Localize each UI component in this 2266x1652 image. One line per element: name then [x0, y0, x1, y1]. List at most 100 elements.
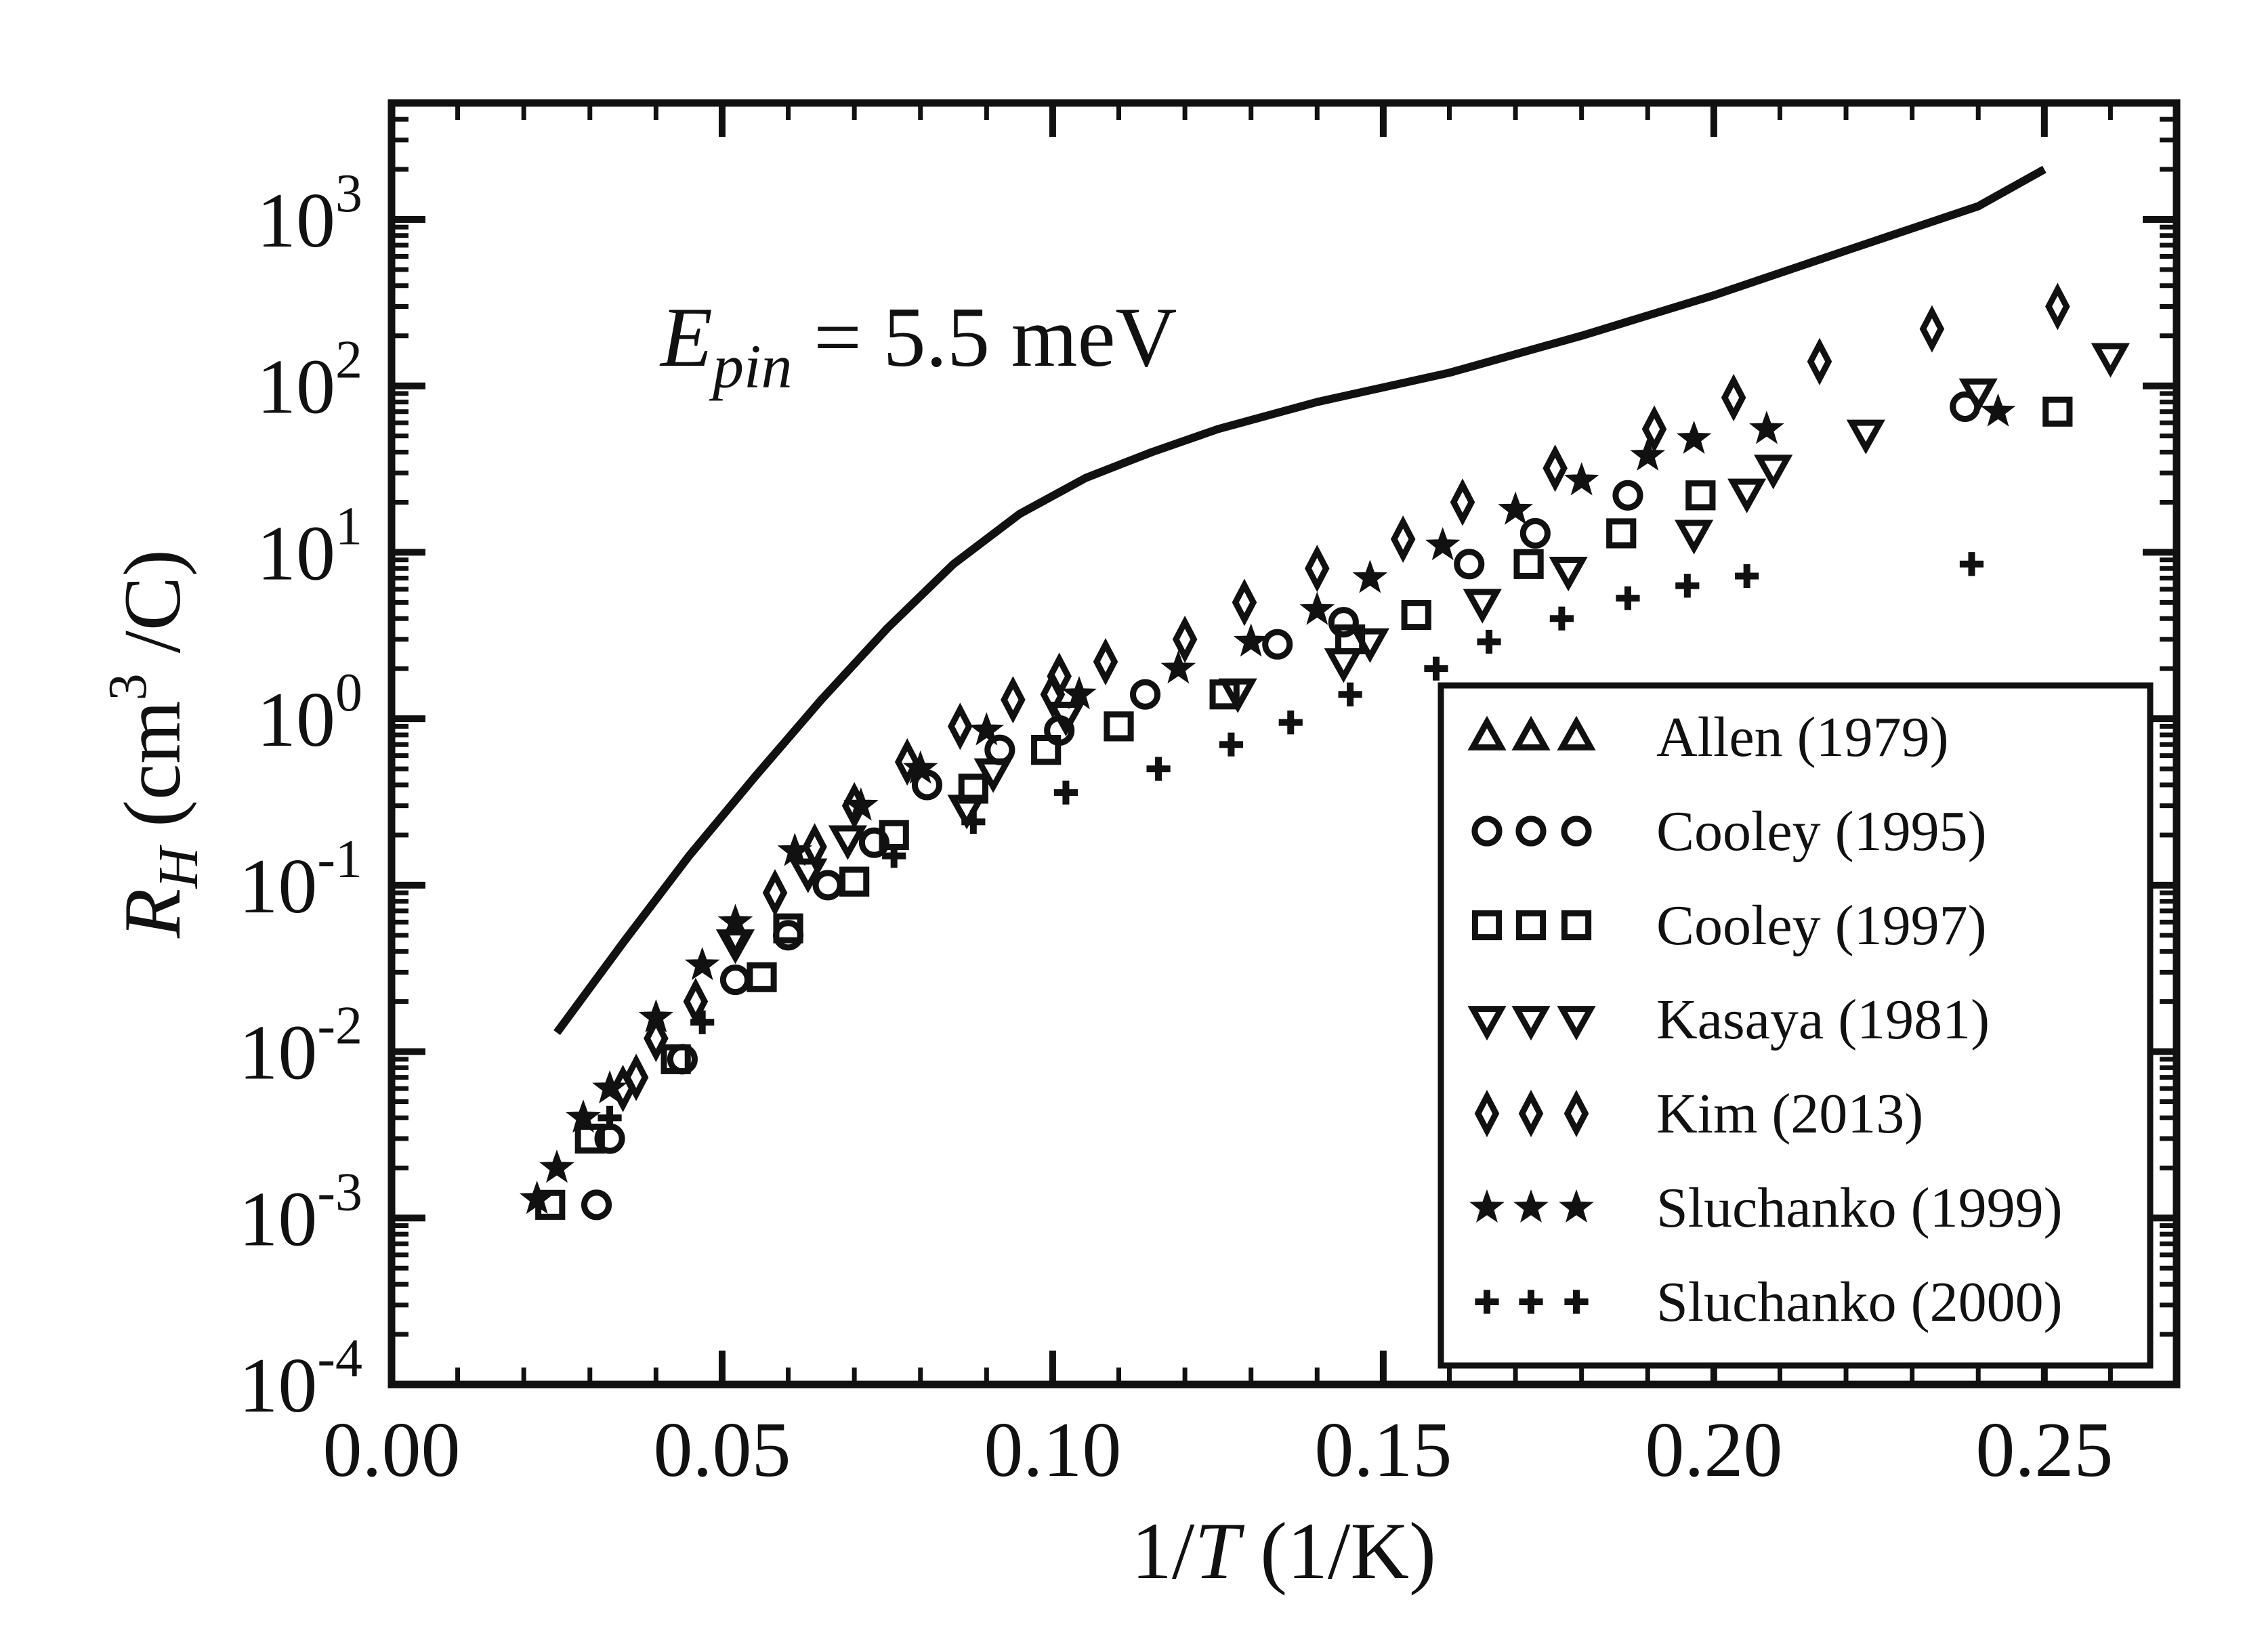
data-point-circle — [1519, 517, 1551, 549]
legend-marker-circle — [1561, 816, 1592, 847]
model-annotation: Epin = 5.5 meV — [659, 291, 1177, 401]
data-point-square — [660, 1044, 691, 1074]
data-point-diamond — [948, 702, 973, 750]
y-tick-label: 10-1 — [238, 830, 362, 930]
legend-label: Cooley (1995) — [1656, 800, 1987, 863]
data-point-star — [969, 712, 1005, 746]
legend-label: Cooley (1997) — [1656, 894, 1987, 957]
data-point-plus — [1477, 629, 1501, 654]
data-point-star — [1498, 491, 1533, 525]
legend-label: Sluchanko (1999) — [1656, 1177, 2063, 1240]
data-point-diamond — [644, 1015, 669, 1063]
y-tick-base: 10 — [257, 677, 335, 763]
y-tick-exponent: -2 — [317, 996, 362, 1056]
data-point-star — [717, 904, 753, 937]
y-tick-label: 10-2 — [238, 996, 362, 1097]
data-point-diamond — [1721, 374, 1746, 422]
legend-marker-plus — [1475, 1290, 1499, 1314]
data-point-triangle-down — [1549, 557, 1588, 592]
data-point-diamond — [1543, 444, 1568, 492]
data-point-triangle-down — [973, 758, 1013, 793]
data-point-star — [519, 1181, 555, 1214]
data-point-circle — [858, 827, 889, 858]
x-axis-title-num: 1/ — [1131, 1506, 1195, 1596]
legend: Allen (1979) Cooley (1995) Cooley (1997) Ka… — [1438, 682, 2154, 1369]
y-tick-exponent: 1 — [335, 496, 362, 556]
y-tick-exponent: 2 — [335, 331, 362, 390]
data-point-diamond — [1232, 578, 1257, 627]
data-point-diamond — [1919, 305, 1945, 353]
legend-marker-square — [1561, 910, 1592, 941]
data-point-plus — [1219, 732, 1244, 757]
data-point-plus — [1278, 711, 1303, 735]
data-point-plus — [1549, 606, 1574, 631]
data-point-plus — [961, 809, 986, 834]
data-point-diamond — [1807, 337, 1832, 385]
x-tick-label: 0.20 — [1645, 1407, 1782, 1494]
data-point-triangle-down — [1463, 589, 1502, 624]
x-tick-label: 0.25 — [1975, 1407, 2113, 1494]
legend-marker-plus — [1564, 1290, 1589, 1314]
data-point-star — [843, 787, 879, 821]
data-point-star — [1352, 559, 1388, 593]
data-point-triangle-down — [789, 858, 828, 893]
data-point-diamond — [1641, 405, 1667, 453]
y-tick-base: 10 — [257, 510, 335, 597]
y-tick-label: 10-3 — [238, 1162, 362, 1263]
data-point-star — [1980, 393, 2016, 427]
data-point-square — [839, 866, 870, 897]
data-point-plus — [690, 1010, 715, 1034]
x-axis-title: 1/T (1/K) — [1131, 1506, 1436, 1596]
data-point-diamond — [1390, 515, 1416, 564]
data-point-square — [1031, 735, 1062, 765]
y-tick-exponent: -4 — [317, 1329, 362, 1389]
data-point-plus — [1616, 586, 1640, 610]
y-tick-label: 102 — [257, 331, 362, 431]
x-tick-label: 0.10 — [984, 1407, 1121, 1494]
data-point-star — [592, 1069, 627, 1104]
y-tick-label: 103 — [257, 164, 362, 264]
data-point-triangle-down — [828, 825, 867, 860]
legend-marker-plus — [1519, 1290, 1543, 1314]
data-point-circle — [1454, 549, 1485, 580]
y-tick-base: 10 — [238, 1342, 317, 1429]
y-tick-base: 10 — [238, 1010, 317, 1097]
y-tick-exponent: -1 — [317, 830, 362, 889]
y-axis-title: RH (cm3 /C) — [98, 549, 210, 939]
data-point-star — [1564, 462, 1599, 496]
model-curve-layer — [553, 165, 2047, 1036]
data-point-star — [777, 832, 813, 866]
data-point-star — [1425, 527, 1461, 561]
data-point-circle — [1328, 607, 1359, 638]
data-point-plus — [1146, 757, 1171, 781]
x-tick-labels: 0.00 0.05 0.10 0.15 0.20 0.25 — [323, 1407, 2114, 1494]
annotation-rest: = 5.5 meV — [793, 291, 1177, 385]
data-point-plus — [1053, 780, 1078, 805]
y-tick-base: 10 — [238, 1176, 317, 1263]
y-axis-title-var: R — [107, 889, 197, 939]
data-point-plus — [1959, 552, 1984, 576]
legend-marker-star — [1513, 1189, 1549, 1223]
x-axis-title-var: T — [1194, 1506, 1244, 1596]
legend-marker-star — [1469, 1189, 1505, 1223]
y-tick-exponent: 0 — [335, 663, 362, 723]
data-point-square — [773, 913, 803, 944]
data-point-triangle-down — [1046, 702, 1086, 737]
data-point-square — [1104, 711, 1134, 742]
data-point-star — [1062, 676, 1097, 710]
data-point-triangle-down — [1675, 520, 1714, 555]
x-tick-label: 0.00 — [323, 1407, 461, 1494]
data-point-star — [1233, 623, 1269, 657]
x-tick-label: 0.15 — [1314, 1407, 1452, 1494]
x-tick-label: 0.05 — [653, 1407, 791, 1494]
data-point-diamond — [2045, 282, 2070, 331]
model-curve-line — [553, 165, 2047, 1036]
y-tick-label: 100 — [257, 663, 362, 763]
data-point-diamond — [1001, 676, 1026, 724]
legend-marker-triangle-down — [1511, 1006, 1551, 1041]
data-point-triangle-down — [2091, 343, 2130, 378]
data-point-plus — [1675, 574, 1700, 598]
data-point-star — [902, 750, 938, 784]
data-point-star — [1160, 650, 1196, 684]
